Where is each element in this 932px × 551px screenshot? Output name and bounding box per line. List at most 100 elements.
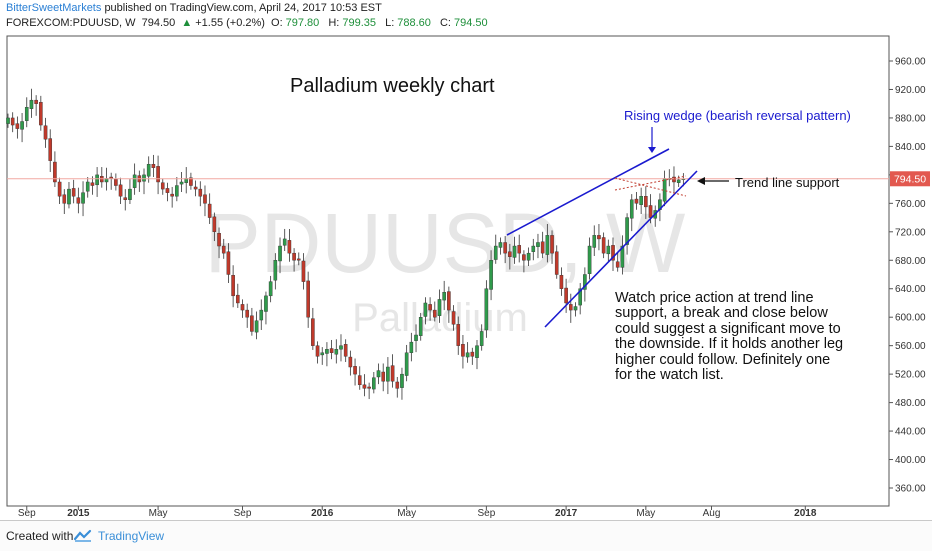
candle-body xyxy=(62,194,67,204)
candle-body xyxy=(118,184,123,197)
tradingview-link[interactable]: TradingView xyxy=(98,529,165,543)
candle-body xyxy=(362,384,367,389)
candle-body xyxy=(311,318,315,346)
candle-body xyxy=(620,245,625,268)
candle-body xyxy=(428,304,432,311)
candle-body xyxy=(437,299,442,316)
candle-body xyxy=(503,242,507,254)
x-tick-label: Sep xyxy=(18,508,36,519)
candle-body xyxy=(409,341,414,353)
candle-body xyxy=(418,317,423,336)
ohlc-line: FOREXCOM:PDUUSD, W 794.50 ▲ +1.55 (+0.2%)… xyxy=(6,16,494,31)
support-label: Trend line support xyxy=(735,175,840,190)
y-tick-label: 680.00 xyxy=(895,256,926,267)
candle-body xyxy=(67,188,71,205)
candle-body xyxy=(545,235,550,255)
candle-body xyxy=(250,315,254,332)
candle-body xyxy=(329,348,334,353)
candle-body xyxy=(189,177,193,186)
publish-line: BitterSweetMarkets published on TradingV… xyxy=(6,1,494,16)
candle-body xyxy=(198,188,203,197)
candle-body xyxy=(526,252,531,261)
candle-body xyxy=(81,192,85,204)
candle-body xyxy=(484,288,489,331)
candle-body xyxy=(587,245,592,274)
candle-body xyxy=(536,242,540,247)
wedge-dotted-lower xyxy=(614,175,687,191)
candle-body xyxy=(203,194,207,204)
y-tick-label: 440.00 xyxy=(895,427,926,438)
candle-body xyxy=(175,185,179,197)
candle-body xyxy=(465,352,470,358)
author-link[interactable]: BitterSweetMarkets xyxy=(6,2,102,14)
candle-body xyxy=(71,188,76,197)
candle-body xyxy=(343,344,348,357)
footer: Created with TradingView xyxy=(0,520,932,551)
price-chart[interactable]: PDUUSD, W Palladium 960.00920.00880.0084… xyxy=(0,0,932,520)
candle-body xyxy=(273,260,278,281)
candle-body xyxy=(644,196,648,208)
candle-body xyxy=(559,275,564,289)
candle-body xyxy=(522,254,526,261)
candle-body xyxy=(629,199,634,219)
candle-body xyxy=(179,181,184,185)
candle-body xyxy=(15,123,20,129)
candle-body xyxy=(85,181,90,192)
x-tick-label: 2015 xyxy=(67,508,90,519)
candle-body xyxy=(240,304,245,311)
candle-body xyxy=(20,121,24,130)
y-tick-label: 720.00 xyxy=(895,227,926,238)
candle-body xyxy=(423,302,428,317)
candle-body xyxy=(160,182,165,190)
candle-body xyxy=(114,178,118,186)
candle-body xyxy=(592,235,597,248)
candle-body xyxy=(29,99,34,109)
candle-body xyxy=(390,365,395,382)
candle-body xyxy=(672,176,676,183)
y-tick-label: 840.00 xyxy=(895,142,926,153)
candle-body xyxy=(39,102,43,126)
x-tick-label: 2017 xyxy=(555,508,578,519)
candle-body xyxy=(156,166,160,183)
candle-body xyxy=(493,245,498,260)
candle-body xyxy=(395,381,400,389)
candle-body xyxy=(372,377,376,390)
price-axis[interactable]: 960.00920.00880.00840.00800.00760.00720.… xyxy=(889,57,926,495)
candle-body xyxy=(404,352,409,376)
candle-body xyxy=(207,203,212,218)
candle-body xyxy=(325,349,329,354)
candle-body xyxy=(142,174,146,182)
candle-body xyxy=(6,117,10,124)
y-tick-label: 360.00 xyxy=(895,484,926,495)
candle-body xyxy=(109,176,113,179)
publish-info: published on TradingView.com, April 24, … xyxy=(104,2,382,14)
candle-body xyxy=(278,245,282,262)
x-tick-label: 2018 xyxy=(794,508,817,519)
candle-body xyxy=(53,161,57,183)
candle-body xyxy=(306,280,310,318)
candle-body xyxy=(254,320,259,333)
y-tick-label: 920.00 xyxy=(895,85,926,96)
candle-body xyxy=(245,309,249,318)
change-up-icon: ▲ xyxy=(181,17,193,29)
plot-area xyxy=(6,35,890,507)
candle-body xyxy=(442,292,446,301)
candle-body xyxy=(508,251,512,257)
candle-body xyxy=(320,352,325,356)
time-axis[interactable]: Sep 2015 May Sep 2016 May Sep 2017 May Aug 2018 xyxy=(18,506,817,519)
created-with-label: Created with xyxy=(6,529,74,543)
x-tick-label: May xyxy=(149,508,168,519)
candle-body xyxy=(615,261,620,268)
low-value: L: 788.60 xyxy=(385,17,431,29)
rising-wedge xyxy=(506,127,698,328)
candle-body xyxy=(451,311,456,325)
wedge-lower-line xyxy=(544,170,698,328)
candle-body xyxy=(151,163,156,168)
candle-body xyxy=(517,245,522,254)
candle-body xyxy=(578,288,582,306)
y-tick-label: 560.00 xyxy=(895,341,926,352)
candle-body xyxy=(639,196,643,205)
candle-body xyxy=(95,174,99,186)
candle-body xyxy=(259,309,264,321)
candle-body xyxy=(292,252,296,261)
